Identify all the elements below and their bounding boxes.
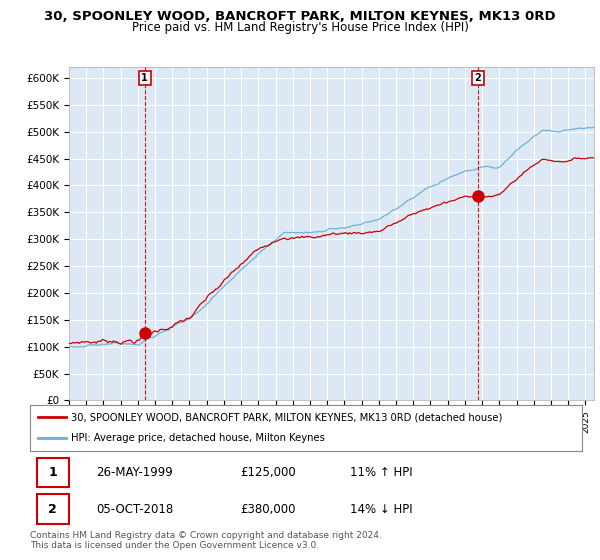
Text: 05-OCT-2018: 05-OCT-2018 (96, 502, 173, 516)
Text: 2: 2 (475, 73, 481, 83)
Text: 26-MAY-1999: 26-MAY-1999 (96, 466, 173, 479)
Text: 30, SPOONLEY WOOD, BANCROFT PARK, MILTON KEYNES, MK13 0RD: 30, SPOONLEY WOOD, BANCROFT PARK, MILTON… (44, 10, 556, 23)
Text: 1: 1 (142, 73, 148, 83)
Text: 11% ↑ HPI: 11% ↑ HPI (350, 466, 413, 479)
Text: 2: 2 (48, 502, 57, 516)
FancyBboxPatch shape (37, 458, 68, 487)
Text: 1: 1 (48, 466, 57, 479)
FancyBboxPatch shape (37, 494, 68, 524)
Text: HPI: Average price, detached house, Milton Keynes: HPI: Average price, detached house, Milt… (71, 433, 325, 444)
Text: 14% ↓ HPI: 14% ↓ HPI (350, 502, 413, 516)
Text: 30, SPOONLEY WOOD, BANCROFT PARK, MILTON KEYNES, MK13 0RD (detached house): 30, SPOONLEY WOOD, BANCROFT PARK, MILTON… (71, 412, 503, 422)
Text: £380,000: £380,000 (240, 502, 295, 516)
Text: £125,000: £125,000 (240, 466, 296, 479)
Text: Price paid vs. HM Land Registry's House Price Index (HPI): Price paid vs. HM Land Registry's House … (131, 21, 469, 34)
Text: Contains HM Land Registry data © Crown copyright and database right 2024.
This d: Contains HM Land Registry data © Crown c… (30, 531, 382, 550)
